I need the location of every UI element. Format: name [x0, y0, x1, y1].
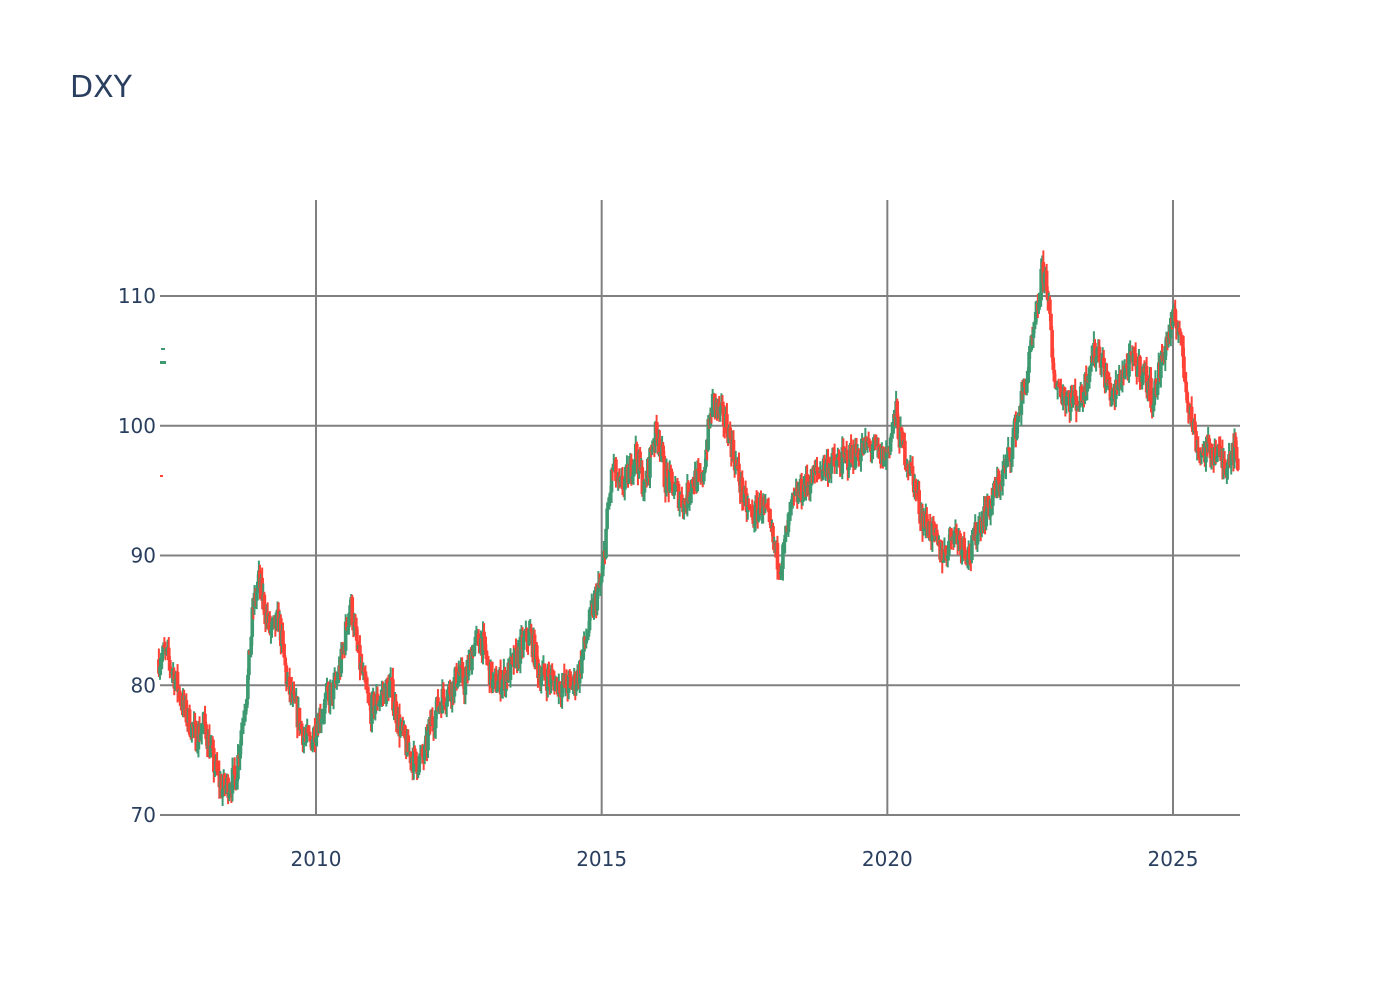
y-tick-label: 100: [118, 414, 156, 438]
grid-lines: [160, 200, 1240, 816]
x-tick-label: 2010: [291, 847, 342, 871]
y-tick-label: 90: [131, 544, 156, 568]
y-tick-label: 80: [131, 673, 156, 697]
x-tick-label: 2015: [576, 847, 627, 871]
chart-title: DXY: [70, 70, 132, 105]
y-axis-labels: 70 80 90 100 110: [118, 284, 156, 827]
y-tick-label: 110: [118, 284, 156, 308]
x-axis-labels: 2010 2015 2020 2025: [291, 847, 1199, 871]
y-tick-label: 70: [131, 803, 156, 827]
x-tick-label: 2025: [1148, 847, 1199, 871]
x-tick-label: 2020: [862, 847, 913, 871]
candles: [157, 250, 1240, 806]
